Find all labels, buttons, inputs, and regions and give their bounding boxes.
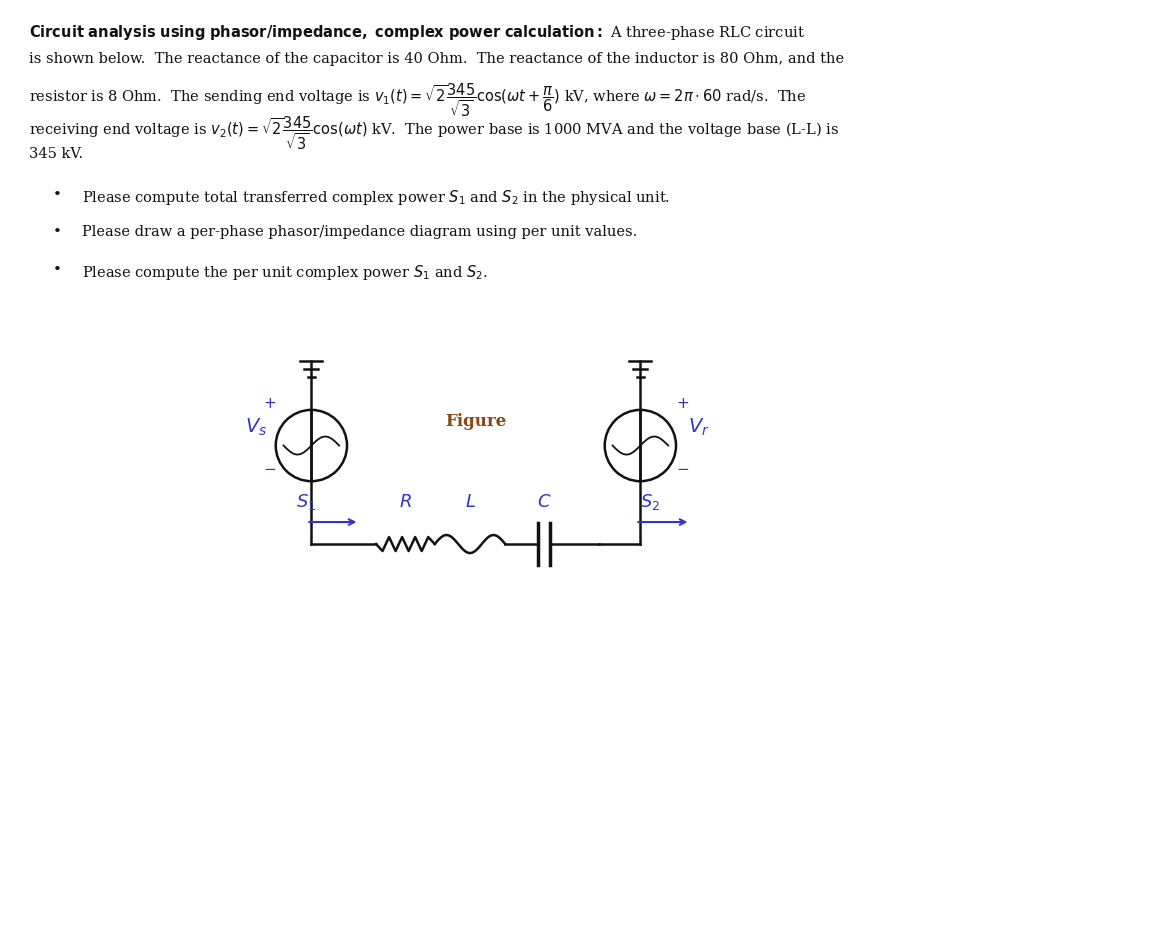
Text: Please compute total transferred complex power $S_1$ and $S_2$ in the physical u: Please compute total transferred complex… (82, 188, 671, 206)
Text: resistor is 8 Ohm.  The sending end voltage is $v_1(t) = \sqrt{2}\dfrac{345}{\sq: resistor is 8 Ohm. The sending end volta… (29, 82, 806, 119)
Text: receiving end voltage is $v_2(t) = \sqrt{2}\dfrac{345}{\sqrt{3}}\cos(\omega t)$ : receiving end voltage is $v_2(t) = \sqrt… (29, 114, 839, 152)
Text: $L$: $L$ (464, 493, 476, 511)
Text: $S_2$: $S_2$ (640, 492, 660, 512)
Text: is shown below.  The reactance of the capacitor is 40 Ohm.  The reactance of the: is shown below. The reactance of the cap… (29, 52, 845, 66)
Text: $C$: $C$ (537, 493, 551, 511)
Text: $+$: $+$ (263, 396, 276, 411)
Text: Figure: Figure (445, 413, 506, 430)
Text: $V_r$: $V_r$ (687, 416, 710, 438)
Text: $+$: $+$ (676, 396, 689, 411)
Text: $\mathbf{Circuit\ analysis\ using\ phasor/impedance,\ complex\ power\ calculatio: $\mathbf{Circuit\ analysis\ using\ phaso… (29, 23, 805, 42)
Text: 345 kV.: 345 kV. (29, 147, 83, 161)
Text: •: • (53, 263, 62, 277)
Text: $-$: $-$ (676, 460, 689, 475)
Text: •: • (53, 225, 62, 239)
Text: Please draw a per-phase phasor/impedance diagram using per unit values.: Please draw a per-phase phasor/impedance… (82, 225, 638, 239)
Text: $R$: $R$ (400, 493, 411, 511)
Text: $-$: $-$ (263, 460, 276, 475)
Text: $V_s$: $V_s$ (246, 416, 268, 438)
Text: Please compute the per unit complex power $S_1$ and $S_2$.: Please compute the per unit complex powe… (82, 263, 488, 281)
Text: •: • (53, 188, 62, 202)
Text: $S_1$: $S_1$ (296, 492, 316, 512)
